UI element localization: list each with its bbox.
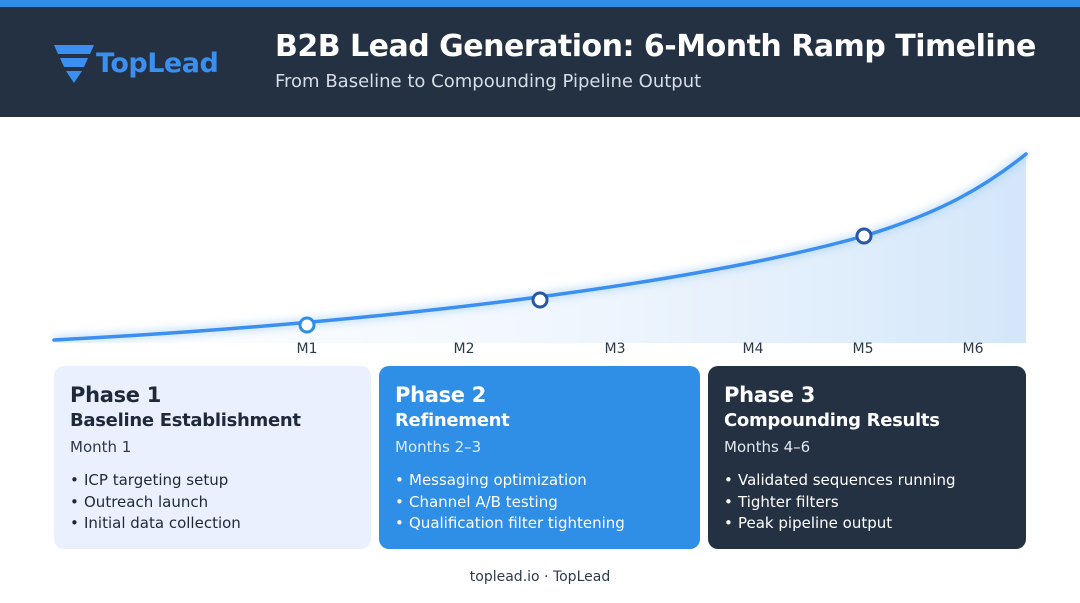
ramp-area-fill	[54, 154, 1026, 343]
list-item: • ICP targeting setup	[70, 471, 229, 489]
list-item: • Peak pipeline output	[724, 514, 893, 532]
phase-number: Phase 1	[70, 383, 162, 407]
ramp-curve-line	[52, 152, 1028, 342]
phase-number: Phase 3	[724, 383, 816, 407]
month-label-m3: M3	[604, 341, 626, 357]
list-item: • Initial data collection	[70, 514, 241, 532]
month-label-m2: M2	[453, 341, 475, 357]
top-accent-stripe	[0, 0, 1080, 7]
page-title: B2B Lead Generation: 6-Month Ramp Timeli…	[275, 29, 1036, 64]
list-item: • Tighter filters	[724, 492, 839, 511]
phase-bullet-list: • ICP targeting setup • Outreach launch • I…	[70, 470, 355, 535]
month-label-m1: M1	[296, 341, 318, 357]
logo-text: TopLead	[96, 48, 219, 79]
phase-card-3: Phase 3 Compounding Results Months 4–6 •…	[708, 366, 1026, 549]
funnel-logo-icon	[54, 45, 94, 83]
milestone-marker-phase2	[531, 291, 549, 309]
phase-name: Compounding Results	[724, 410, 940, 431]
list-item: • Qualification filter tightening	[395, 514, 625, 532]
list-item: • Channel A/B testing	[395, 492, 558, 511]
phase-month-range: Months 2–3	[395, 438, 482, 456]
phase-month-range: Months 4–6	[724, 438, 811, 456]
phase-number: Phase 2	[395, 383, 487, 407]
footer-credit: toplead.io · TopLead	[469, 569, 611, 585]
phase-bullet-list: • Validated sequences running • Tighter fi…	[724, 470, 1010, 535]
list-item: • Outreach launch	[70, 492, 209, 511]
list-item: • Messaging optimization	[395, 471, 587, 489]
header-bar: TopLead B2B Lead Generation: 6-Month Ram…	[0, 7, 1080, 117]
milestone-marker-phase1	[298, 316, 316, 334]
month-label-m6: M6	[962, 341, 984, 357]
phase-name: Baseline Establishment	[70, 410, 301, 431]
month-label-m5: M5	[852, 341, 874, 357]
list-item: • Validated sequences running	[724, 471, 956, 489]
month-label-m4: M4	[742, 341, 764, 357]
phase-bullet-list: • Messaging optimization • Channel A/B tes…	[395, 470, 684, 535]
phase-month-range: Month 1	[70, 438, 132, 456]
milestone-marker-phase3	[855, 227, 873, 245]
ramp-curve-chart	[52, 150, 1029, 343]
page-subtitle: From Baseline to Compounding Pipeline Ou…	[275, 71, 702, 92]
phase-card-2: Phase 2 Refinement Months 2–3 • Messaging…	[379, 366, 700, 549]
phase-card-1: Phase 1 Baseline Establishment Month 1 •…	[54, 366, 371, 549]
phase-name: Refinement	[395, 410, 510, 431]
logo: TopLead	[54, 43, 234, 91]
